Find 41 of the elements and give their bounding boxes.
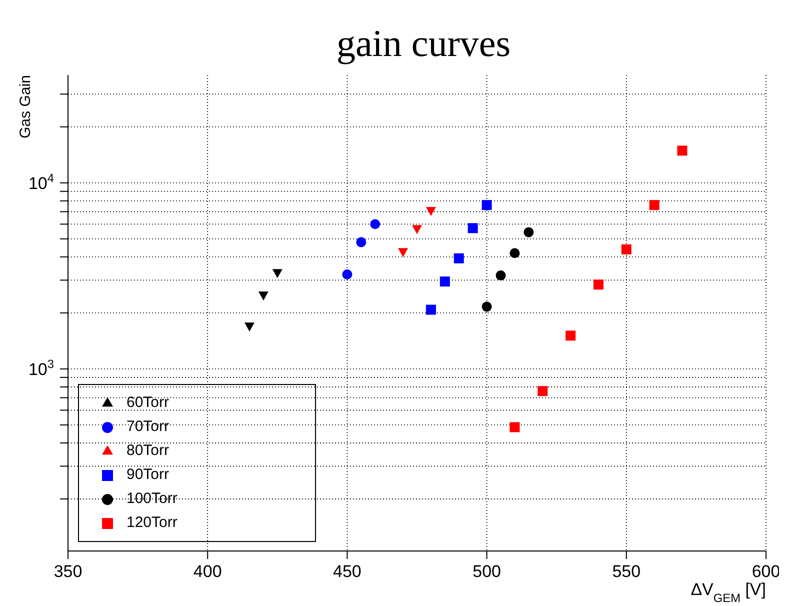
x-axis-title: ΔV$_{GEM}$ [V] — [690, 580, 766, 605]
legend-label: 120Torr — [126, 513, 178, 533]
point — [370, 219, 380, 230]
point — [482, 302, 492, 312]
y-axis-title: Gas Gain — [17, 75, 34, 138]
point — [482, 200, 492, 210]
point — [621, 244, 632, 254]
x-tick-label: 500 — [472, 562, 501, 581]
point — [398, 248, 408, 258]
point — [566, 330, 576, 341]
legend-label: 100Torr — [126, 489, 178, 509]
legend-label: 90Torr — [126, 465, 170, 485]
point — [356, 237, 366, 248]
point — [510, 248, 520, 258]
point — [649, 200, 660, 210]
point — [524, 227, 534, 238]
point — [468, 223, 478, 234]
point — [258, 292, 268, 301]
point — [538, 386, 548, 396]
x-tick-label: 550 — [612, 562, 641, 581]
x-tick-label: 350 — [54, 562, 82, 581]
x-tick-label: 400 — [193, 562, 222, 581]
legend-label: 80Torr — [126, 441, 170, 461]
point — [454, 253, 464, 264]
point — [244, 322, 254, 332]
point — [593, 280, 604, 290]
legend-label: 70Torr — [126, 417, 170, 437]
chart-title: gain curves — [336, 23, 511, 65]
point — [342, 269, 352, 280]
point — [426, 304, 436, 315]
y-tick-label: 10$^{3}$ — [28, 356, 54, 379]
point — [272, 269, 282, 278]
point — [440, 276, 450, 286]
point — [426, 206, 436, 216]
point — [496, 270, 506, 280]
point — [510, 422, 520, 432]
legend-label: 60Torr — [126, 393, 170, 413]
point — [412, 225, 422, 234]
point — [677, 146, 688, 156]
y-tick-label: 10$^{4}$ — [28, 170, 54, 193]
x-tick-label: 450 — [333, 562, 362, 581]
